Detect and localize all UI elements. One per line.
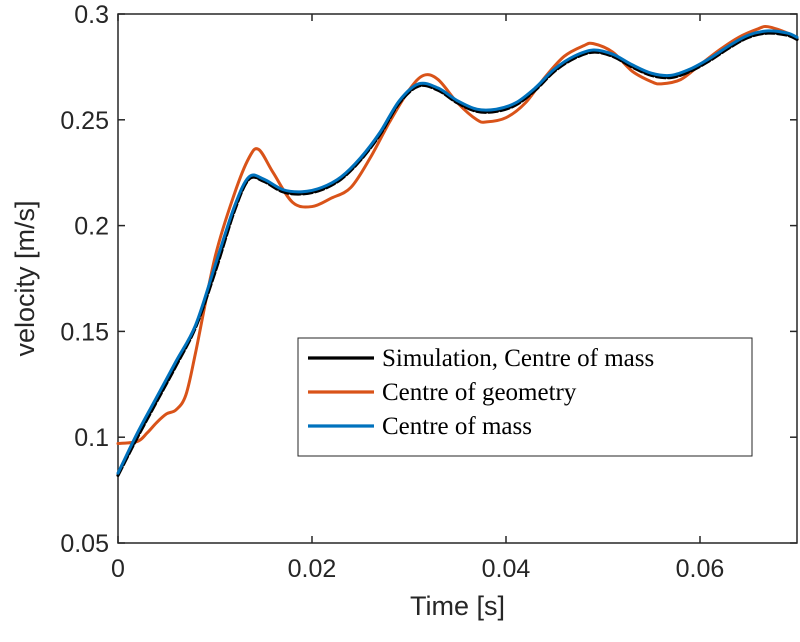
y-tick-label: 0.3 bbox=[74, 1, 109, 29]
y-tick-label: 0.1 bbox=[74, 424, 109, 452]
y-tick-label: 0.05 bbox=[60, 530, 109, 558]
series-line-1 bbox=[116, 24, 799, 446]
x-tick-label: 0.06 bbox=[676, 555, 725, 583]
legend-label-2: Centre of mass bbox=[382, 413, 532, 440]
legend-label-1: Centre of geometry bbox=[382, 379, 577, 406]
series-line-2 bbox=[116, 29, 799, 475]
plot-area: 0 0.02 0.04 0.06 0.05 0.1 0.15 0.2 0.25 0.3 bbox=[60, 1, 799, 583]
x-tick-label: 0.04 bbox=[482, 555, 531, 583]
y-tick-label: 0.2 bbox=[74, 213, 109, 241]
legend: Simulation, Centre of mass Centre of geom… bbox=[297, 337, 753, 457]
y-axis-ticks: 0.05 0.1 0.15 0.2 0.25 0.3 bbox=[60, 1, 797, 558]
x-tick-label: 0.02 bbox=[288, 555, 337, 583]
x-tick-label: 0 bbox=[111, 555, 125, 583]
x-axis-ticks: 0 0.02 0.04 0.06 bbox=[111, 14, 724, 583]
y-tick-label: 0.15 bbox=[60, 318, 109, 346]
series-lines bbox=[116, 24, 799, 477]
x-axis-label: Time [s] bbox=[410, 591, 505, 621]
y-axis-label: velocity [m/s] bbox=[10, 200, 40, 356]
legend-label-0: Simulation, Centre of mass bbox=[382, 345, 654, 372]
y-tick-label: 0.25 bbox=[60, 107, 109, 135]
plot-frame bbox=[117, 13, 798, 544]
